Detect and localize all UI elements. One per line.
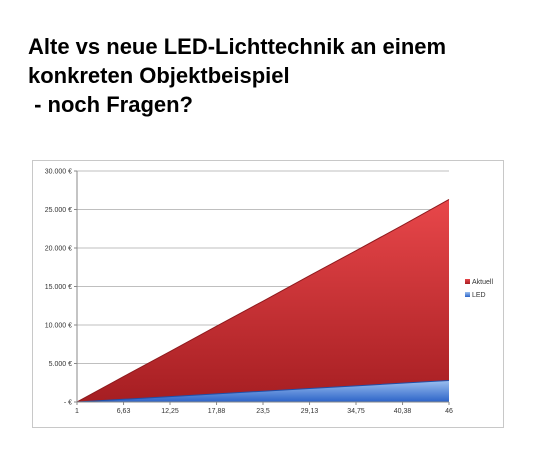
y-tick-label: 15.000 €	[45, 284, 72, 291]
area-chart: - € 5.000 € 10.000 € 15.000 € 20.000 € 25.000…	[45, 169, 494, 416]
y-tick-label: 10.000 €	[45, 323, 72, 330]
x-tick-label: 1	[75, 408, 79, 415]
chart-frame: - € 5.000 € 10.000 € 15.000 € 20.000 € 25.000…	[32, 160, 504, 428]
legend-swatch-led	[465, 292, 470, 297]
legend-swatch-aktuell	[465, 279, 470, 284]
legend-label-aktuell: Aktuell	[472, 279, 493, 286]
x-tick-label: 17,88	[208, 408, 226, 415]
x-tick-label: 6,63	[117, 408, 131, 415]
x-tick-label: 29,13	[301, 408, 319, 415]
y-tick-label: 25.000 €	[45, 207, 72, 214]
y-tick-label: 20.000 €	[45, 246, 72, 253]
x-tick-label: 12,25	[161, 408, 179, 415]
series-area-aktuell	[77, 199, 449, 402]
series-line-aktuell	[76, 199, 450, 403]
x-tick-label: 40,38	[394, 408, 412, 415]
slide-title: Alte vs neue LED-Lichttechnik an einem k…	[28, 34, 447, 117]
x-tick-label: 23,5	[256, 408, 270, 415]
y-tick-label: - €	[64, 400, 72, 407]
x-tick-label: 46	[445, 408, 453, 415]
y-tick-label: 5.000 €	[49, 361, 72, 368]
legend-label-led: LED	[472, 292, 486, 299]
x-tick-label: 34,75	[347, 408, 365, 415]
y-tick-label: 30.000 €	[45, 169, 72, 176]
series-line-led	[76, 379, 450, 403]
